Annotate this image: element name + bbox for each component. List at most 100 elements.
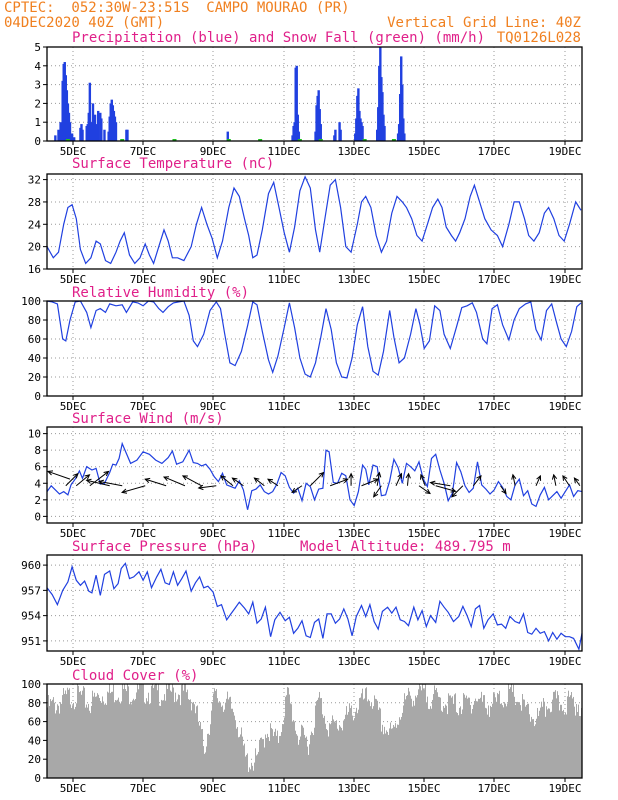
snow-bar xyxy=(318,139,323,141)
cloud-bar xyxy=(112,691,113,778)
cloud-bar xyxy=(75,706,76,778)
cloud-bar xyxy=(560,704,561,778)
cloud-bar xyxy=(271,728,272,778)
cloud-bar xyxy=(387,731,388,778)
pressure-xtick-label: 11DEC xyxy=(267,655,300,668)
cloud-bar xyxy=(425,684,426,778)
cloud-bar xyxy=(307,746,308,778)
cloud-bar xyxy=(458,715,459,778)
temp-frame xyxy=(46,173,583,270)
cloud-bar xyxy=(69,688,70,778)
cloud-bar xyxy=(239,736,240,778)
cloud-bar xyxy=(515,704,516,778)
cloud-bar xyxy=(231,708,232,778)
cloud-bar xyxy=(66,694,67,778)
snow-bar xyxy=(172,139,177,141)
cloud-bar xyxy=(104,704,105,778)
cloud-bar xyxy=(415,695,416,778)
wind-arrow-head xyxy=(348,472,354,479)
temp-xtick-label: 9DEC xyxy=(200,273,227,286)
cloud-bar xyxy=(485,707,486,778)
wind-arrow-head xyxy=(405,472,411,479)
rh-xtick-label: 15DEC xyxy=(407,400,440,413)
cloud-bar xyxy=(507,703,508,778)
rh-ytick-label: 60 xyxy=(28,333,41,346)
cloud-bar xyxy=(285,696,286,778)
cloud-bar xyxy=(457,712,458,778)
cloud-bar xyxy=(510,687,511,778)
cloud-bar xyxy=(340,726,341,778)
cloud-bar xyxy=(238,737,239,778)
wind-arrow-head xyxy=(231,477,238,483)
cloud-bar xyxy=(195,713,196,778)
cloud-bar xyxy=(477,701,478,778)
precip-xtick-label: 5DEC xyxy=(60,145,87,158)
cloud-bar xyxy=(479,698,480,778)
cloud-bar xyxy=(91,705,92,778)
cloud-bar xyxy=(453,703,454,778)
cloud-bar xyxy=(233,712,234,778)
cloud-bar xyxy=(355,711,356,778)
cloud-bar xyxy=(282,724,283,778)
wind-arrow-shaft xyxy=(574,477,581,487)
cloud-bar xyxy=(569,696,570,778)
cloud-bar xyxy=(568,690,569,778)
cloud-bar xyxy=(82,690,83,778)
cloud-bar xyxy=(211,710,212,778)
temp-xtick-label: 5DEC xyxy=(60,273,87,286)
cloud-bar xyxy=(79,692,80,778)
cloud-bar xyxy=(164,694,165,778)
cloud-bar xyxy=(491,707,492,778)
wind-title: Surface Wind (m/s) xyxy=(72,411,224,427)
cloud-bar xyxy=(527,703,528,778)
cloud-bar xyxy=(163,700,164,778)
cloud-bar xyxy=(390,722,391,778)
cloud-bar xyxy=(283,724,284,778)
wind-arrow-shaft xyxy=(232,477,244,487)
cloud-bar xyxy=(217,698,218,778)
cloud-bar xyxy=(435,689,436,778)
wind-arrow-head xyxy=(197,484,204,491)
cloud-bar xyxy=(379,707,380,778)
pressure-xtick-label: 9DEC xyxy=(200,655,227,668)
cloud-bar xyxy=(428,708,429,778)
cloud-bar xyxy=(192,702,193,778)
pressure-panel: 951 954 957 960 5DEC 7DEC 9DEC 11DEC 13DEC 15DEC 1… xyxy=(21,539,583,668)
cloud-bar xyxy=(67,687,68,778)
rh-xtick-label: 17DEC xyxy=(477,400,510,413)
temp-ytick-label: 24 xyxy=(28,218,42,231)
cloud-bar xyxy=(256,755,257,778)
cloud-bar xyxy=(128,686,129,778)
cloud-bar xyxy=(533,719,534,778)
cloud-bar xyxy=(356,707,357,778)
cloud-bar xyxy=(189,699,190,778)
wind-panel: 0 2 4 6 8 10 5DEC 7DEC 9DEC 11DEC 13DEC 15DEC 17DEC 1… xyxy=(28,411,583,540)
precip-xtick-label: 15DEC xyxy=(407,145,440,158)
cloud-bar xyxy=(555,690,556,778)
cloud-bar xyxy=(301,724,302,778)
cloud-bar xyxy=(484,695,485,778)
cloud-bar xyxy=(302,725,303,778)
cloud-bar xyxy=(229,697,230,778)
cloud-bar xyxy=(463,693,464,778)
cloud-bar xyxy=(436,688,437,778)
cloud-bar xyxy=(168,684,169,778)
cloud-bar xyxy=(343,720,344,778)
temp-xtick-label: 15DEC xyxy=(407,273,440,286)
precip-bar xyxy=(103,129,106,141)
cloud-bar xyxy=(577,711,578,778)
wind-arrow-shaft xyxy=(562,475,570,487)
precip-xtick-label: 11DEC xyxy=(267,145,300,158)
cloud-bar xyxy=(122,684,123,778)
cloud-bar xyxy=(179,695,180,778)
cloud-xtick-label: 17DEC xyxy=(477,782,510,795)
wind-arrow-head xyxy=(450,487,457,493)
wind-arrow-head xyxy=(291,487,298,494)
cloud-bar xyxy=(57,704,58,778)
wind-arrow-head xyxy=(318,471,325,478)
precip-bar xyxy=(402,118,405,141)
snow-bar xyxy=(258,139,263,141)
cloud-bar xyxy=(575,715,576,778)
cloud-bar xyxy=(99,697,100,778)
wind-frame xyxy=(46,426,583,524)
